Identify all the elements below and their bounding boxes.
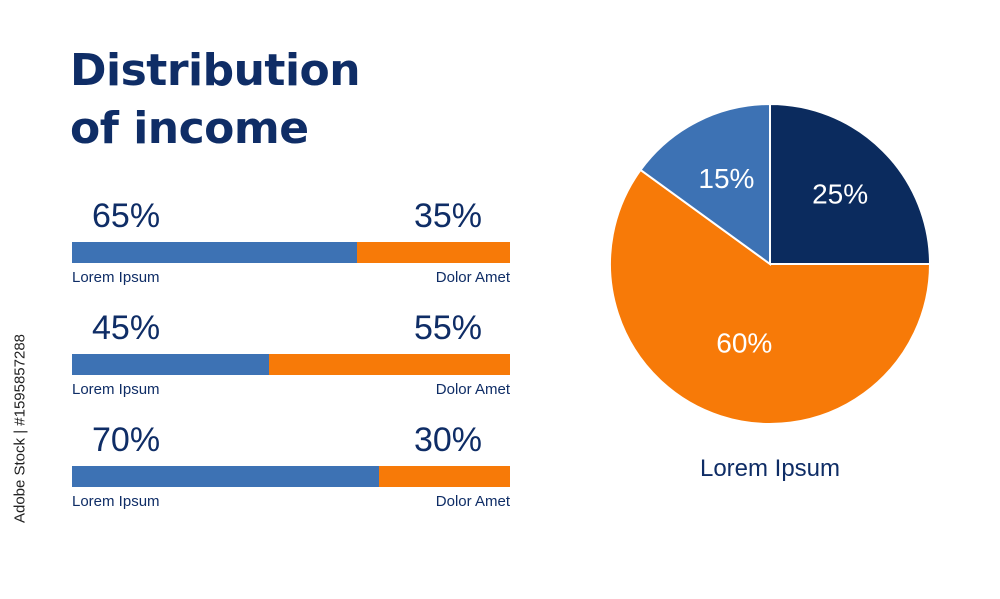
bar-track — [72, 354, 510, 375]
bar-segment-dolor-amet — [269, 354, 510, 375]
title-line-2: of income — [70, 103, 309, 154]
bar-category-label-right: Dolor Amet — [435, 381, 510, 398]
bar-value-label-right: 35% — [413, 197, 482, 235]
bar-segment-dolor-amet — [378, 466, 510, 487]
page-title: Distribution of income — [70, 42, 361, 158]
pie-slice-label: 60% — [716, 328, 772, 359]
bar-row: 65% 35% Lorem Ipsum Dolor Amet — [72, 196, 510, 296]
bar-row: 45% 55% Lorem Ipsum Dolor Amet — [72, 308, 510, 408]
pie-slice — [639, 102, 771, 266]
bar-value-label-left: 45% — [92, 309, 161, 347]
bar-category-label-right: Dolor Amet — [435, 493, 510, 510]
bar-segment-lorem-ipsum — [72, 466, 379, 487]
bar-value-label-left: 70% — [92, 421, 161, 459]
bar-track — [72, 466, 510, 487]
watermark-text: Adobe Stock | #1595857288 — [11, 333, 29, 524]
bar-category-label-right: Dolor Amet — [435, 269, 510, 286]
pie-slice — [609, 168, 932, 425]
bar-value-label-left: 65% — [92, 197, 161, 235]
pie-caption: Lorem Ipsum — [699, 455, 841, 482]
bar-track — [72, 242, 510, 263]
bar-row: 70% 30% Lorem Ipsum Dolor Amet — [72, 420, 510, 520]
bar-category-label-left: Lorem Ipsum — [72, 493, 160, 510]
bar-segment-lorem-ipsum — [72, 354, 270, 375]
pie-slice — [769, 102, 932, 265]
bar-category-label-left: Lorem Ipsum — [72, 269, 160, 286]
pie-slice-label: 15% — [698, 163, 754, 194]
bar-segment-lorem-ipsum — [72, 242, 357, 263]
bar-category-label-left: Lorem Ipsum — [72, 381, 160, 398]
bar-value-label-right: 55% — [413, 309, 482, 347]
pie-slice-label: 25% — [812, 178, 868, 209]
title-line-1: Distribution — [70, 45, 361, 96]
bar-value-label-right: 30% — [413, 421, 482, 459]
bar-segment-dolor-amet — [356, 242, 510, 263]
pie-chart: 25% 60% 15% — [609, 102, 932, 425]
